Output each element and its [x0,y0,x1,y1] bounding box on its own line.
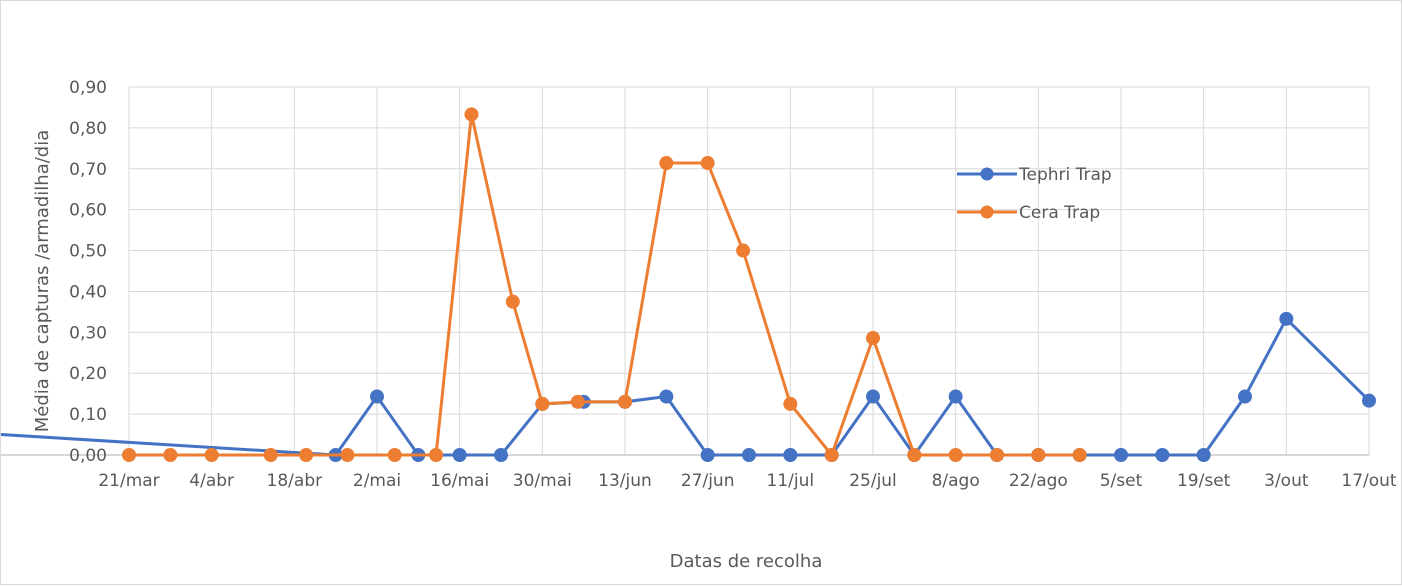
data-point [122,448,136,462]
legend-item: Tephri Trap [957,165,1112,185]
y-tick-label: 0,50 [69,242,107,262]
y-tick-label: 0,70 [69,160,107,180]
data-point [907,448,922,462]
data-point [299,448,314,462]
data-point [700,448,715,462]
data-point [505,294,520,309]
x-tick-label: 18/abr [267,471,323,491]
y-tick-label: 0,80 [69,119,107,139]
data-point [1196,448,1211,462]
data-point [263,448,278,462]
vertical-gridlines [128,87,1370,455]
x-tick-label: 25/jul [849,471,897,491]
data-point [948,389,963,404]
data-point [742,448,756,462]
x-tick-label: 17/out [1341,471,1397,491]
data-point [1031,448,1046,462]
data-point [1238,389,1252,404]
x-tick-label: 22/ago [1009,471,1068,491]
y-tick-label: 0,30 [69,323,107,343]
series-cera-trap [122,107,1087,462]
data-point [736,243,751,258]
legend-label: Cera Trap [1019,203,1100,223]
series-tephri-trap [1,311,1376,462]
series-line [129,112,1080,457]
data-point [618,394,632,409]
x-tick-label: 13/jun [598,471,652,491]
x-tick-label: 19/set [1177,471,1231,491]
data-point [370,389,384,404]
x-tick-labels: 21/mar 4/abr 18/abr 2/mai 16/mai 30/mai 13/jun… [98,471,1397,491]
x-tick-label: 21/mar [98,471,159,491]
x-tick-label: 16/mai [430,471,489,491]
y-tick-label: 0,20 [69,364,107,384]
series-line [1,317,1371,457]
data-point [700,156,715,171]
legend-item: Cera Trap [957,203,1100,223]
data-point [990,448,1004,462]
horizontal-gridlines [129,86,1369,415]
data-point [866,331,880,346]
data-point [783,448,798,462]
data-point [866,389,880,404]
data-point [452,448,467,462]
y-tick-label: 0,00 [69,446,107,466]
data-point [1072,448,1087,462]
x-tick-label: 2/mai [353,471,401,491]
x-tick-label: 11/jul [767,471,815,491]
data-point [429,448,444,462]
x-tick-label: 8/ago [932,471,980,491]
y-tick-labels: 0,00 0,10 0,20 0,30 0,40 0,50 0,60 0,70 0,80 0,90 [69,78,107,466]
x-tick-label: 3/out [1264,471,1309,491]
data-point [1279,311,1294,326]
data-point [783,396,798,411]
data-point [464,107,479,122]
x-tick-label: 30/mai [513,471,572,491]
x-tick-label: 4/abr [189,471,234,491]
data-point [948,448,963,462]
data-point [570,394,585,409]
x-tick-label: 27/jun [681,471,735,491]
y-tick-label: 0,60 [69,201,107,221]
data-point [387,448,402,462]
data-point [163,448,178,462]
x-tick-label: 5/set [1100,471,1143,491]
legend: Tephri Trap Cera Trap [957,165,1112,223]
legend-label: Tephri Trap [1018,165,1112,185]
legend-swatch-marker [980,167,994,181]
series-layer [1,107,1376,462]
data-point [535,396,550,411]
data-point [340,448,355,462]
y-tick-label: 0,10 [69,405,107,425]
data-point [1114,448,1128,462]
data-point [494,448,508,462]
data-point [1362,393,1376,408]
data-point [204,448,219,462]
data-point [824,448,839,462]
y-axis-title: Média de capturas /armadilha/dia [32,130,53,432]
data-point [659,156,674,171]
data-point [659,389,674,404]
y-tick-label: 0,40 [69,282,107,302]
legend-swatch-marker [980,205,994,219]
data-point [1155,448,1170,462]
y-tick-label: 0,90 [69,78,107,98]
x-axis-title: Datas de recolha [670,551,823,572]
